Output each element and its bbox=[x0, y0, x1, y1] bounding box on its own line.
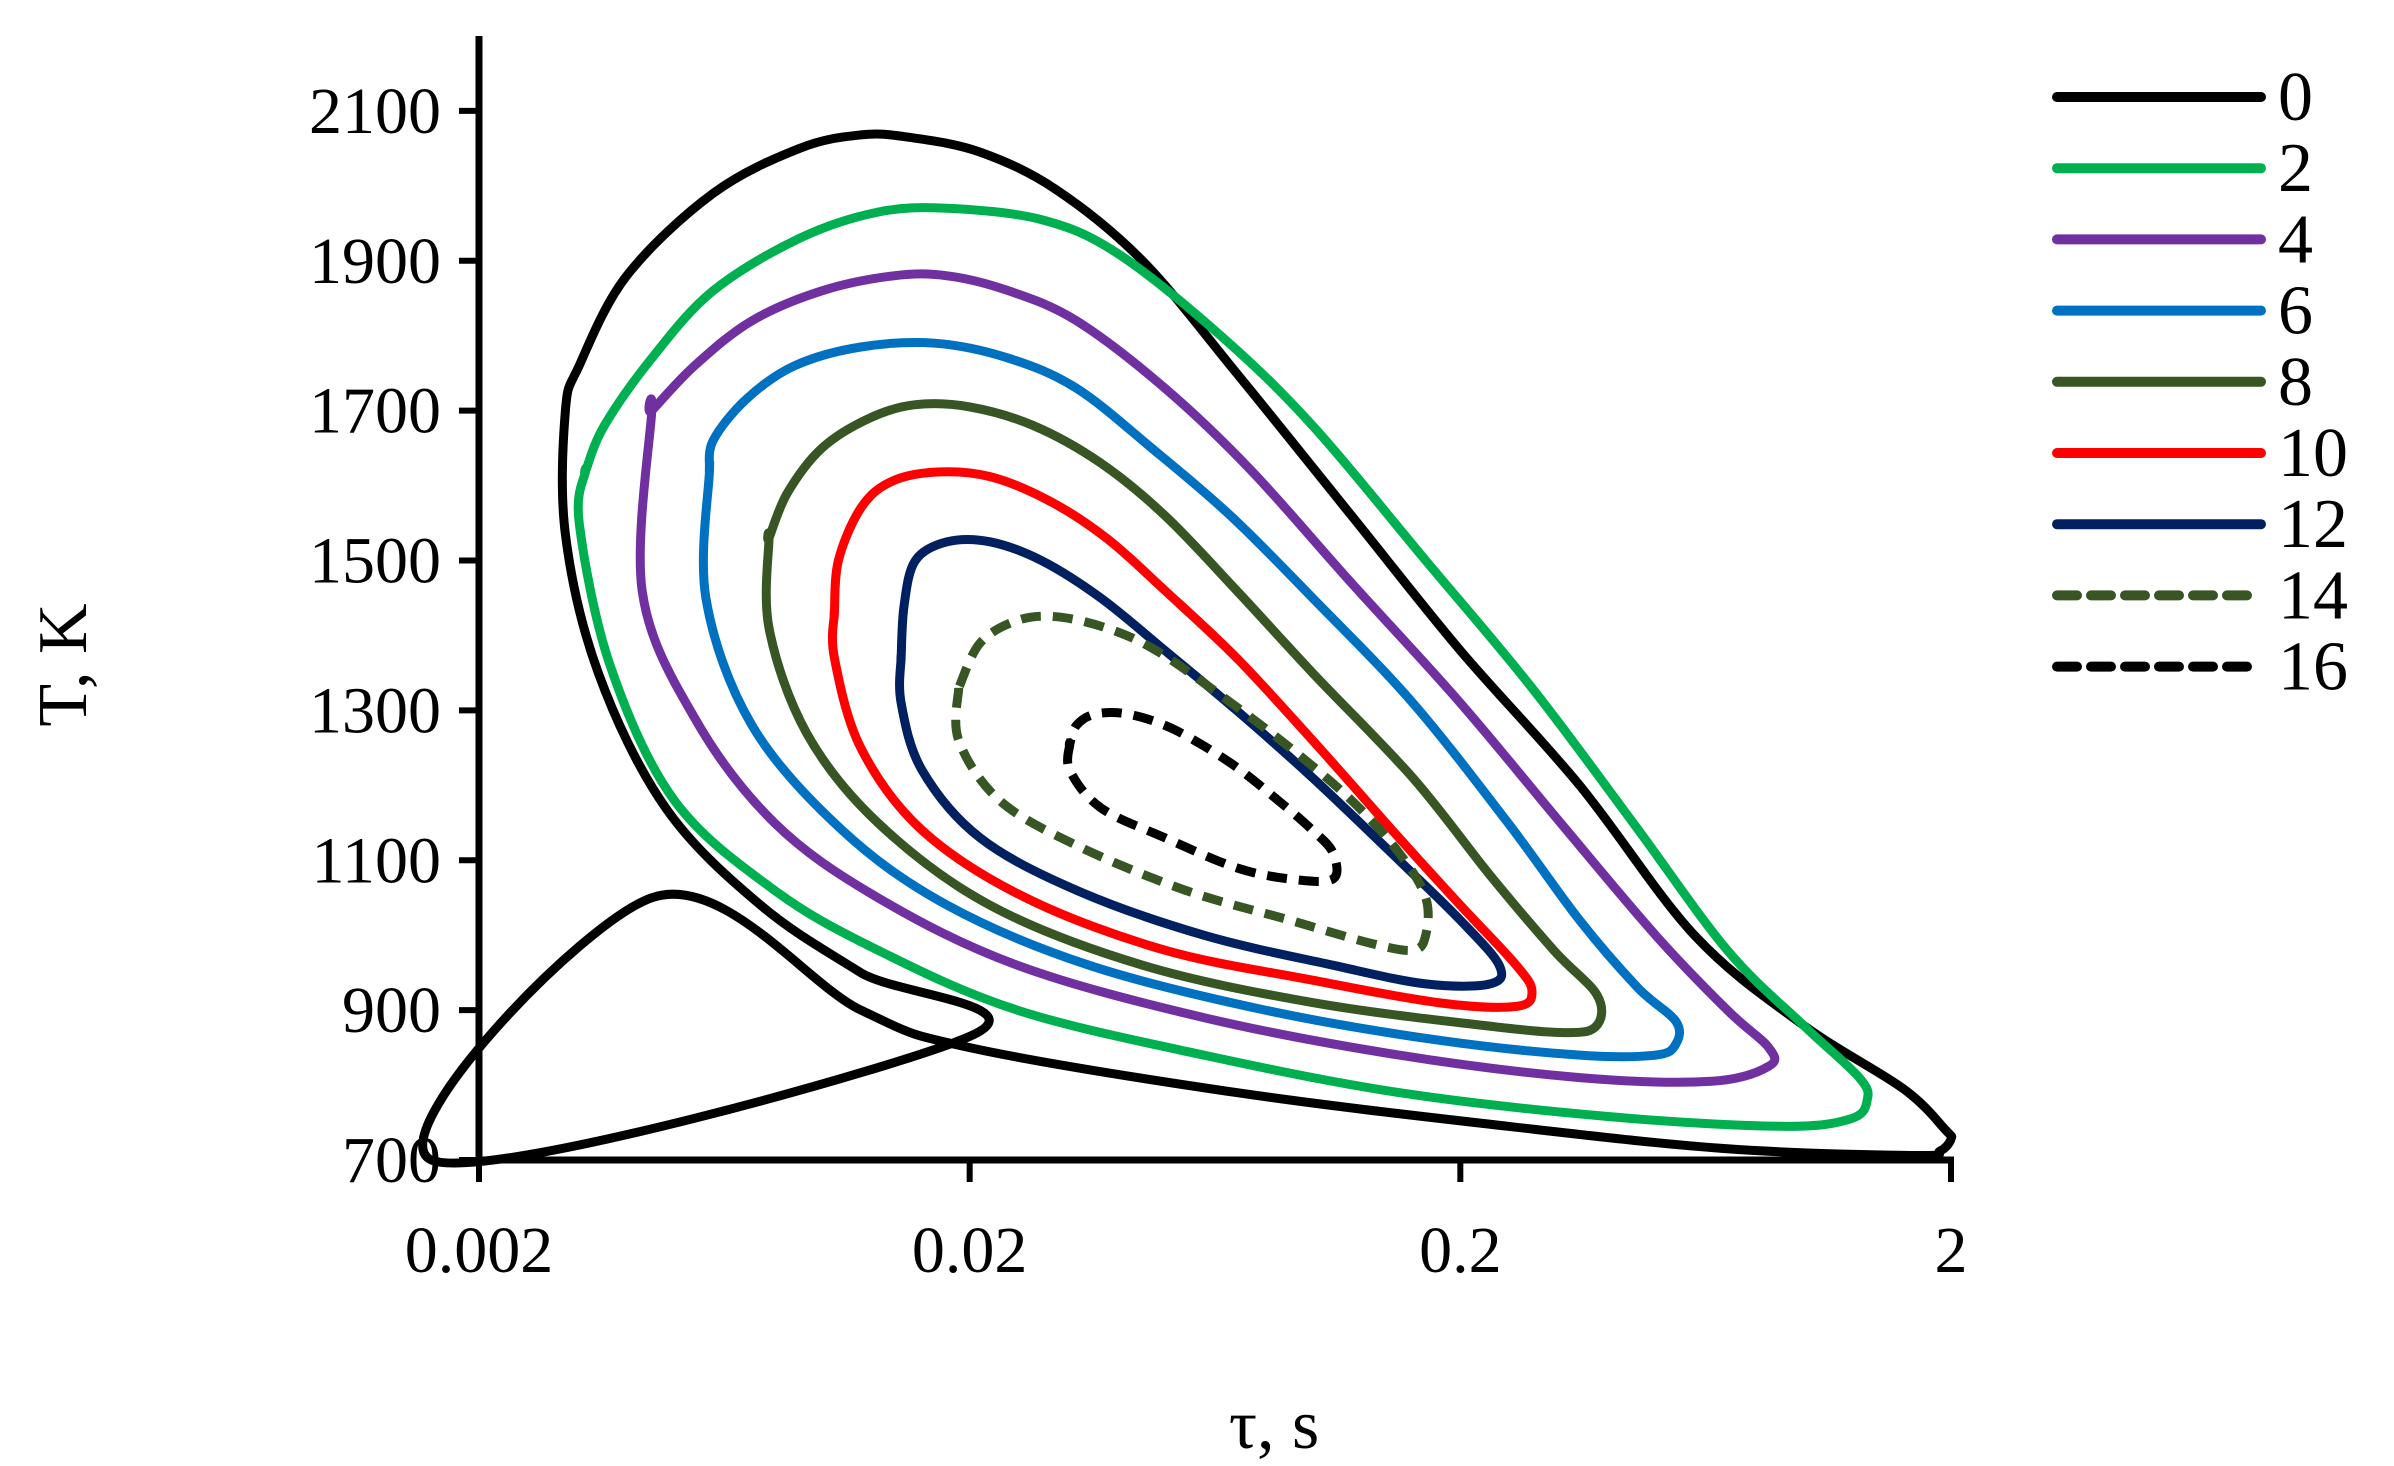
legend-label: 0 bbox=[2278, 59, 2313, 136]
legend-label: 4 bbox=[2278, 201, 2313, 278]
x-axis-title: τ, s bbox=[1229, 1387, 1319, 1464]
y-tick-label: 1500 bbox=[309, 525, 441, 598]
contour-line-0 bbox=[418, 129, 1957, 1168]
x-tick-label: 0.2 bbox=[1419, 1214, 1502, 1287]
y-axis-title: T, K bbox=[25, 603, 102, 726]
legend-label: 6 bbox=[2278, 273, 2313, 350]
contour-curves bbox=[418, 129, 1957, 1168]
contour-line-10 bbox=[827, 467, 1537, 1012]
legend-label: 8 bbox=[2278, 344, 2313, 421]
contour-line-6 bbox=[698, 338, 1685, 1062]
x-ticks: 0.002 0.02 0.2 2 bbox=[405, 1160, 1968, 1287]
y-tick-label: 1100 bbox=[311, 824, 441, 897]
x-tick-label: 0.002 bbox=[405, 1214, 554, 1287]
legend-label: 2 bbox=[2278, 130, 2313, 207]
y-tick-label: 1900 bbox=[309, 225, 441, 298]
legend-item: 14 bbox=[2052, 557, 2348, 634]
y-tick-label: 1300 bbox=[309, 674, 441, 747]
legend-item: 2 bbox=[2052, 130, 2313, 207]
legend-item: 10 bbox=[2052, 415, 2348, 492]
legend-label: 12 bbox=[2278, 486, 2348, 563]
legend-item: 16 bbox=[2052, 629, 2348, 706]
legend-item: 0 bbox=[2052, 59, 2313, 136]
legend-item: 12 bbox=[2052, 486, 2348, 563]
legend-item: 6 bbox=[2052, 273, 2313, 350]
contour-line-8 bbox=[761, 399, 1607, 1038]
y-tick-label: 1700 bbox=[309, 375, 441, 448]
contour-line-14 bbox=[951, 611, 1433, 955]
legend-item: 8 bbox=[2052, 344, 2313, 421]
legend-item: 4 bbox=[2052, 201, 2313, 278]
y-ticks: 700 900 1100 1300 1500 1700 1900 2100 bbox=[309, 75, 479, 1197]
legend-label: 10 bbox=[2278, 415, 2348, 492]
y-tick-label: 2100 bbox=[309, 75, 441, 148]
contour-line-12 bbox=[895, 534, 1507, 991]
legend-label: 14 bbox=[2278, 557, 2348, 634]
axes: 700 900 1100 1300 1500 1700 1900 2100 0.002 0.02… bbox=[309, 36, 1968, 1287]
legend-label: 16 bbox=[2278, 629, 2348, 706]
x-tick-label: 2 bbox=[1935, 1214, 1968, 1287]
contour-line-16 bbox=[1063, 707, 1342, 886]
contour-line-4 bbox=[635, 269, 1780, 1087]
x-tick-label: 0.02 bbox=[912, 1214, 1028, 1287]
y-tick-label: 900 bbox=[342, 974, 441, 1047]
y-tick-label: 700 bbox=[342, 1124, 441, 1197]
contour-line-2 bbox=[573, 203, 1873, 1131]
